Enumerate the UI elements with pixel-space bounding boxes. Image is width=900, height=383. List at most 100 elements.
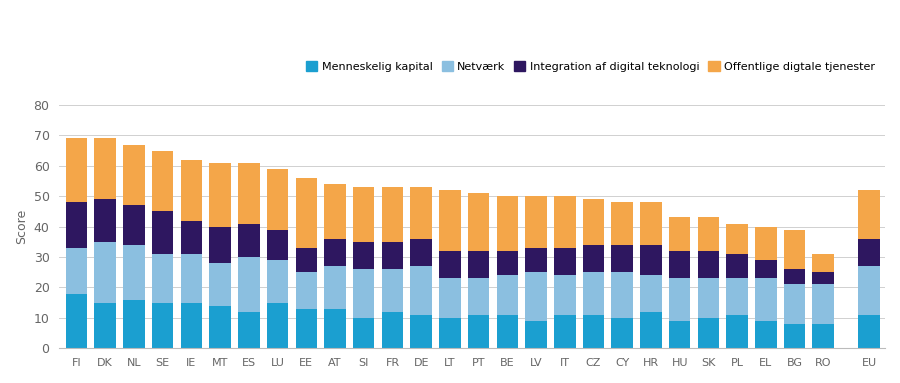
Bar: [726, 315, 748, 348]
Bar: [94, 242, 116, 303]
Bar: [94, 138, 116, 199]
Bar: [468, 315, 490, 348]
Bar: [813, 254, 834, 272]
Bar: [324, 239, 346, 266]
Bar: [726, 278, 748, 315]
Bar: [181, 160, 202, 221]
Bar: [755, 321, 777, 348]
Bar: [582, 199, 604, 245]
Bar: [66, 293, 87, 348]
Bar: [439, 190, 461, 251]
Bar: [698, 251, 719, 278]
Bar: [859, 266, 880, 315]
Bar: [353, 187, 374, 242]
Bar: [439, 251, 461, 278]
Bar: [526, 196, 547, 248]
Bar: [238, 312, 259, 348]
Bar: [497, 251, 518, 275]
Bar: [755, 278, 777, 321]
Bar: [526, 248, 547, 272]
Legend: Menneskelig kapital, Netværk, Integration af digital teknologi, Offentlige digta: Menneskelig kapital, Netværk, Integratio…: [302, 57, 879, 76]
Bar: [324, 266, 346, 309]
Bar: [266, 260, 288, 303]
Bar: [410, 315, 432, 348]
Bar: [698, 218, 719, 251]
Bar: [468, 251, 490, 278]
Bar: [324, 184, 346, 239]
Bar: [582, 245, 604, 272]
Bar: [94, 303, 116, 348]
Bar: [497, 275, 518, 315]
Bar: [554, 275, 575, 315]
Bar: [410, 239, 432, 266]
Bar: [784, 285, 806, 324]
Bar: [526, 321, 547, 348]
Bar: [295, 309, 317, 348]
Bar: [439, 278, 461, 318]
Bar: [497, 196, 518, 251]
Bar: [266, 230, 288, 260]
Bar: [410, 266, 432, 315]
Bar: [784, 324, 806, 348]
Bar: [669, 218, 690, 251]
Bar: [640, 202, 662, 245]
Bar: [382, 312, 403, 348]
Bar: [554, 248, 575, 275]
Bar: [181, 221, 202, 254]
Bar: [94, 199, 116, 242]
Bar: [611, 202, 633, 245]
Bar: [468, 193, 490, 251]
Bar: [266, 303, 288, 348]
Bar: [554, 196, 575, 248]
Bar: [813, 324, 834, 348]
Bar: [497, 315, 518, 348]
Bar: [152, 211, 174, 254]
Bar: [582, 315, 604, 348]
Bar: [611, 272, 633, 318]
Bar: [382, 242, 403, 269]
Bar: [669, 278, 690, 321]
Bar: [640, 275, 662, 312]
Bar: [210, 227, 231, 263]
Bar: [784, 269, 806, 285]
Bar: [152, 254, 174, 303]
Bar: [123, 144, 145, 205]
Bar: [813, 285, 834, 324]
Bar: [726, 224, 748, 254]
Bar: [698, 278, 719, 318]
Bar: [813, 272, 834, 285]
Bar: [152, 303, 174, 348]
Bar: [181, 303, 202, 348]
Bar: [353, 269, 374, 318]
Bar: [353, 242, 374, 269]
Bar: [669, 321, 690, 348]
Bar: [266, 169, 288, 230]
Bar: [582, 272, 604, 315]
Bar: [410, 187, 432, 239]
Bar: [755, 227, 777, 260]
Bar: [859, 315, 880, 348]
Bar: [439, 318, 461, 348]
Bar: [210, 263, 231, 306]
Bar: [640, 245, 662, 275]
Bar: [611, 245, 633, 272]
Bar: [698, 318, 719, 348]
Bar: [238, 163, 259, 224]
Bar: [210, 163, 231, 227]
Bar: [611, 318, 633, 348]
Bar: [859, 190, 880, 239]
Bar: [123, 205, 145, 245]
Bar: [324, 309, 346, 348]
Bar: [66, 248, 87, 293]
Bar: [755, 260, 777, 278]
Bar: [238, 224, 259, 257]
Bar: [123, 300, 145, 348]
Bar: [726, 254, 748, 278]
Bar: [554, 315, 575, 348]
Bar: [295, 248, 317, 272]
Bar: [238, 257, 259, 312]
Bar: [468, 278, 490, 315]
Bar: [859, 239, 880, 266]
Bar: [152, 151, 174, 211]
Bar: [382, 187, 403, 242]
